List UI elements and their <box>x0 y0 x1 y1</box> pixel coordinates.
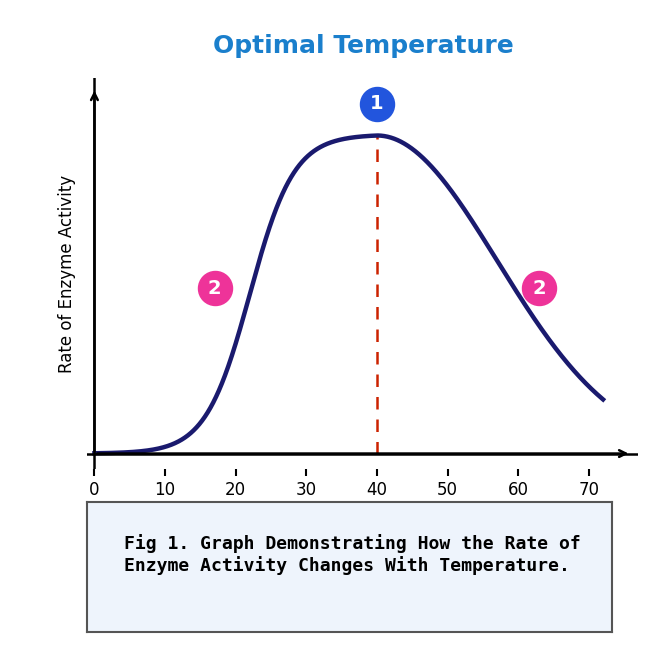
X-axis label: Temperature (°C): Temperature (°C) <box>279 511 447 529</box>
Point <box>534 283 545 293</box>
Point <box>209 283 220 293</box>
Text: 1: 1 <box>370 94 384 113</box>
Title: Optimal Temperature: Optimal Temperature <box>212 35 513 58</box>
Text: Fig 1. Graph Demonstrating How the Rate of
Enzyme Activity Changes With Temperat: Fig 1. Graph Demonstrating How the Rate … <box>124 534 581 574</box>
Y-axis label: Rate of Enzyme Activity: Rate of Enzyme Activity <box>58 175 76 373</box>
Point <box>372 98 382 109</box>
Text: 2: 2 <box>208 278 221 298</box>
Text: 2: 2 <box>533 278 546 298</box>
